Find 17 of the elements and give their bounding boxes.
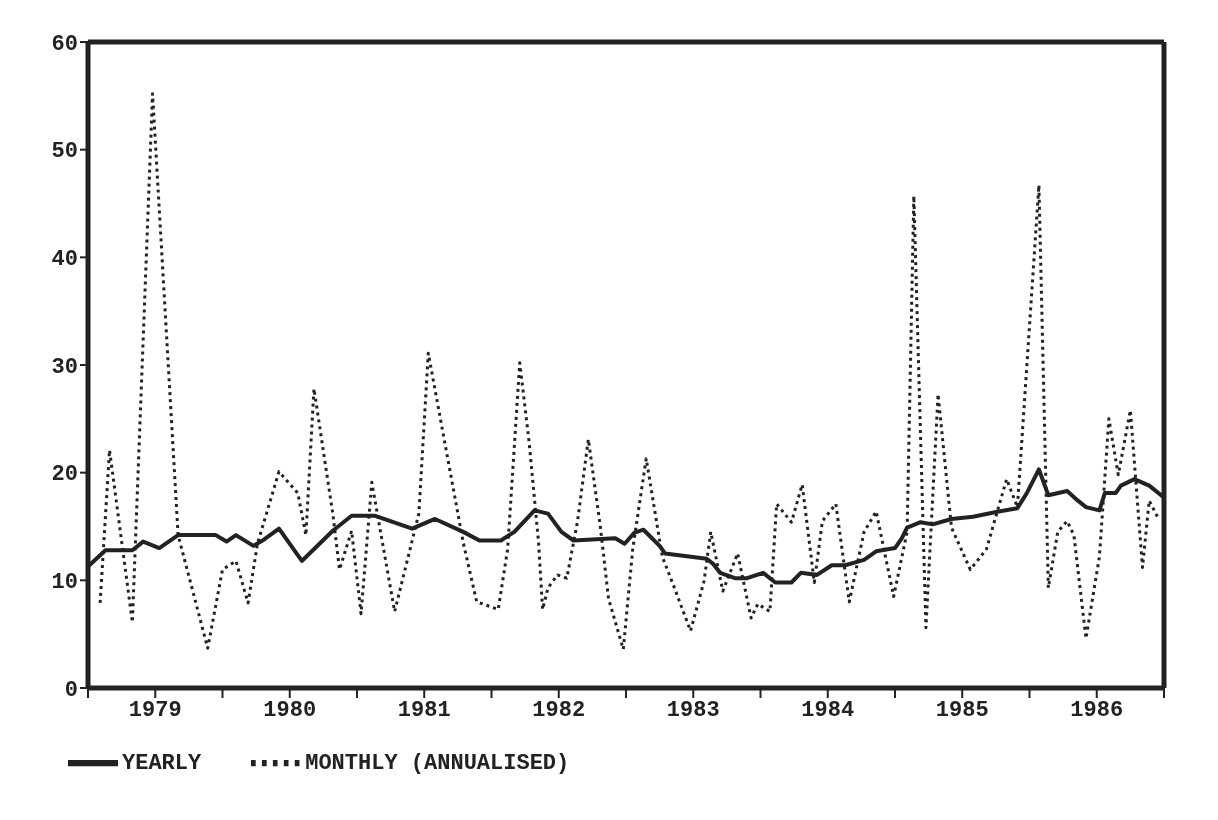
x-tick-label: 1986 [1070,697,1124,723]
legend-label: YEARLY [122,750,202,776]
y-tick-label: 30 [51,354,78,380]
x-tick-label: 1985 [935,697,989,723]
y-tick-label: 0 [64,677,78,703]
y-tick-label: 10 [51,570,78,596]
x-tick-label: 1983 [666,697,720,723]
x-tick-label: 1979 [128,697,182,723]
x-tick-label: 1981 [397,697,451,723]
y-tick-label: 40 [51,247,78,273]
legend-label: MONTHLY (ANNUALISED) [305,750,570,776]
y-tick-label: 60 [51,31,78,57]
x-tick-label: 1980 [263,697,317,723]
x-tick-label: 1984 [801,697,855,723]
y-tick-label: 20 [51,462,78,488]
y-tick-label: 50 [51,139,78,165]
x-tick-label: 1982 [532,697,586,723]
